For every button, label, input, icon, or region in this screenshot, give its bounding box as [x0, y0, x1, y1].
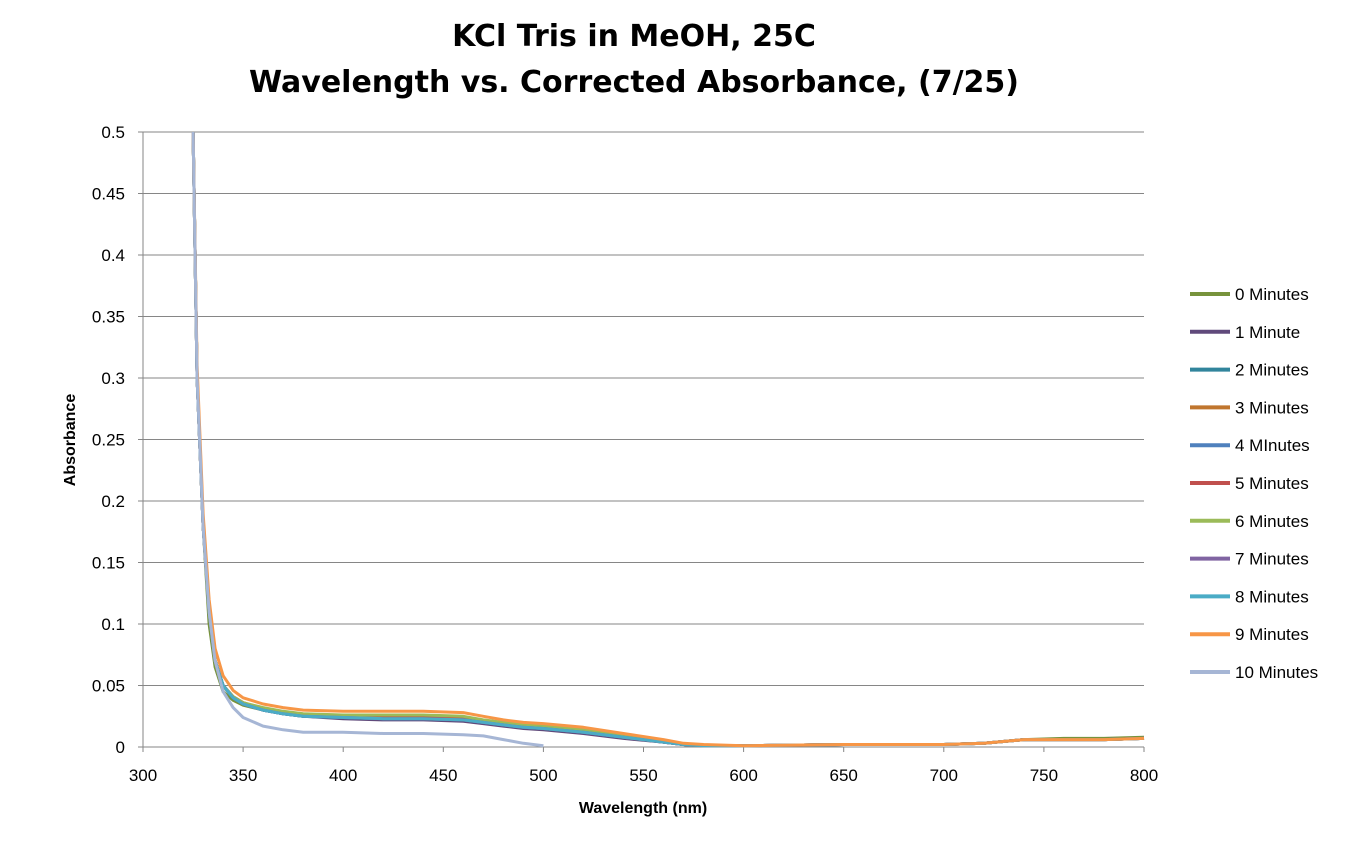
legend-label: 9 Minutes: [1235, 625, 1309, 644]
legend-label: 0 Minutes: [1235, 285, 1309, 304]
x-tick-labels: 300 350 400 450 500 550 600 650 700 750 800: [129, 747, 1158, 785]
series-line: [191, 131, 1145, 748]
y-tick-label: 0.1: [101, 615, 125, 634]
x-tick-label: 300: [129, 766, 157, 785]
x-tick-label: 750: [1030, 766, 1058, 785]
plot-area: [191, 131, 1145, 748]
y-tick-label: 0.15: [92, 554, 125, 573]
x-axis-label: Wavelength (nm): [579, 800, 707, 817]
series-line: [191, 131, 1145, 748]
legend-label: 2 Minutes: [1235, 361, 1309, 380]
y-tick-label: 0.5: [101, 123, 125, 142]
x-tick-label: 350: [229, 766, 257, 785]
series-line: [191, 131, 1145, 748]
y-tick-label: 0.25: [92, 431, 125, 450]
legend-item: 7 Minutes: [1190, 550, 1309, 569]
y-tick-label: 0.2: [101, 492, 125, 511]
y-tick-label: 0.05: [92, 677, 125, 696]
legend-item: 6 Minutes: [1190, 512, 1309, 531]
series-line: [191, 131, 1145, 748]
x-tick-label: 600: [729, 766, 757, 785]
series-line: [191, 131, 1145, 748]
legend-label: 6 Minutes: [1235, 512, 1309, 531]
series-line: [191, 131, 1145, 748]
x-tick-label: 400: [329, 766, 357, 785]
chart-subtitle: Wavelength vs. Corrected Absorbance, (7/…: [249, 65, 1019, 100]
y-tick-labels: 0 0.05 0.1 0.15 0.2 0.25 0.3 0.35 0.4 0.45 0.5: [92, 123, 143, 757]
legend-item: 0 Minutes: [1190, 285, 1309, 304]
y-tick-label: 0.4: [101, 246, 125, 265]
legend-label: 4 MInutes: [1235, 436, 1310, 455]
series-line: [191, 131, 1145, 748]
x-tick-label: 800: [1130, 766, 1158, 785]
y-tick-label: 0.35: [92, 308, 125, 327]
x-tick-label: 450: [429, 766, 457, 785]
x-tick-label: 700: [930, 766, 958, 785]
legend-label: 5 Minutes: [1235, 474, 1309, 493]
x-tick-label: 550: [629, 766, 657, 785]
series-line: [191, 131, 1145, 748]
legend-label: 7 Minutes: [1235, 550, 1309, 569]
legend-label: 1 Minute: [1235, 323, 1300, 342]
legend-item: 5 Minutes: [1190, 474, 1309, 493]
y-tick-label: 0.3: [101, 369, 125, 388]
y-axis-label: Absorbance: [62, 394, 79, 487]
chart-title: KCl Tris in MeOH, 25C: [452, 19, 816, 54]
legend-label: 8 Minutes: [1235, 587, 1309, 606]
legend-item: 1 Minute: [1190, 323, 1300, 342]
legend-item: 3 Minutes: [1190, 398, 1309, 417]
legend-item: 4 MInutes: [1190, 436, 1310, 455]
series-line: [191, 131, 544, 748]
y-tick-label: 0.45: [92, 185, 125, 204]
legend-item: 9 Minutes: [1190, 625, 1309, 644]
legend-item: 10 Minutes: [1190, 663, 1318, 682]
legend-label: 10 Minutes: [1235, 663, 1318, 682]
x-tick-label: 650: [830, 766, 858, 785]
series-line: [191, 131, 1145, 748]
series-line: [191, 131, 1145, 748]
legend: 0 Minutes 1 Minute 2 Minutes 3 Minutes 4 MIn…: [1190, 285, 1318, 682]
legend-label: 3 Minutes: [1235, 398, 1309, 417]
y-tick-label: 0: [116, 738, 125, 757]
gridlines: [143, 131, 1144, 686]
legend-item: 2 Minutes: [1190, 361, 1309, 380]
legend-item: 8 Minutes: [1190, 587, 1309, 606]
x-tick-label: 500: [529, 766, 557, 785]
